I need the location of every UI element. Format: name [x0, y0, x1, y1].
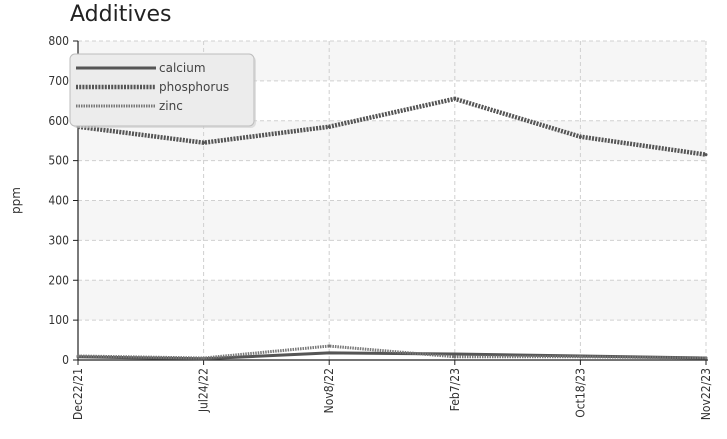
data-point-zinc — [578, 355, 582, 359]
plot-band — [78, 200, 706, 241]
data-point-zinc — [327, 344, 331, 348]
y-tick-label: 400 — [48, 194, 69, 208]
legend-label-calcium: calcium — [159, 61, 206, 75]
data-point-zinc — [76, 354, 80, 358]
plot-band — [78, 280, 706, 321]
data-point-phosphorus — [704, 153, 708, 157]
data-point-zinc — [453, 355, 457, 359]
x-tick-labels: Dec22/21 Jul24/22 Nov8/22 Feb7/23 Oct18/23 No… — [71, 360, 713, 420]
series-line-phosphorus — [77, 96, 707, 157]
legend-label-zinc: zinc — [159, 99, 183, 113]
x-tick-label: Jul24/22 — [197, 368, 211, 413]
y-tick-label: 600 — [48, 114, 69, 128]
y-axis-label: ppm — [9, 187, 23, 214]
legend-box — [69, 53, 255, 127]
y-tick-labels: 0 100 200 300 400 500 600 700 800 — [48, 34, 78, 367]
series-line-calcium — [77, 351, 707, 361]
chart-title: Additives — [70, 2, 172, 27]
y-tick-label: 200 — [48, 273, 69, 287]
data-point-calcium — [453, 352, 457, 356]
x-tick-label: Nov22/23 — [699, 368, 713, 420]
x-tick-label: Dec22/21 — [71, 368, 85, 420]
legend: calcium phosphorus zinc — [69, 53, 256, 128]
y-tick-label: 500 — [48, 154, 69, 168]
x-tick-label: Feb7/23 — [448, 368, 462, 411]
data-point-phosphorus — [327, 125, 331, 129]
y-tick-label: 0 — [62, 353, 69, 367]
data-point-phosphorus — [202, 141, 206, 145]
data-point-phosphorus — [453, 97, 457, 101]
x-tick-label: Oct18/23 — [573, 368, 587, 418]
legend-label-phosphorus: phosphorus — [159, 80, 229, 94]
y-tick-label: 100 — [48, 313, 69, 327]
y-tick-label: 800 — [48, 34, 69, 48]
y-tick-label: 300 — [48, 233, 69, 247]
x-tick-label: Nov8/22 — [322, 368, 336, 413]
y-tick-label: 700 — [48, 74, 69, 88]
data-point-phosphorus — [578, 135, 582, 139]
data-point-zinc — [202, 356, 206, 360]
data-point-zinc — [704, 356, 708, 360]
data-point-calcium — [327, 351, 331, 355]
series-lines — [76, 96, 708, 361]
